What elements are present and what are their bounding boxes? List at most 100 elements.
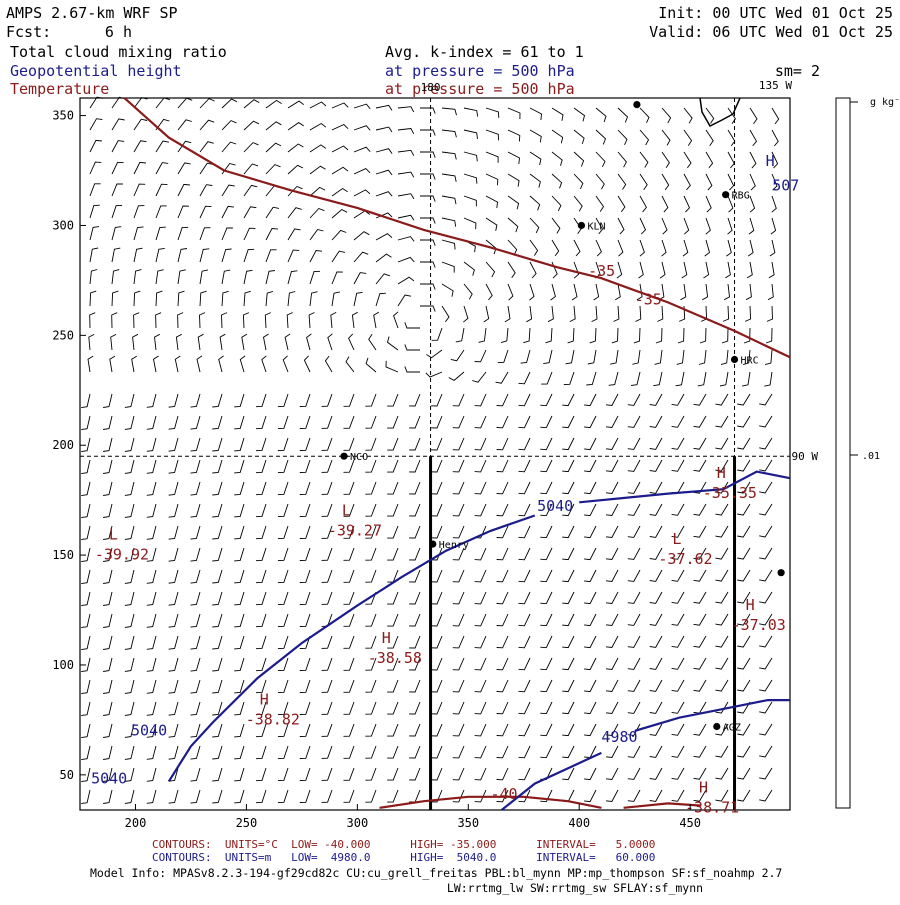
wind-barb bbox=[277, 657, 289, 672]
wind-barb bbox=[605, 569, 619, 582]
wind-barb bbox=[81, 415, 91, 431]
wind-barb bbox=[540, 437, 553, 451]
wind-barb bbox=[387, 635, 399, 649]
wind-barb bbox=[309, 144, 327, 153]
wind-barb bbox=[103, 503, 113, 518]
wind-barb bbox=[146, 635, 157, 650]
wind-barb bbox=[584, 525, 597, 539]
wind-barb bbox=[540, 701, 553, 715]
wind-barb bbox=[759, 503, 773, 516]
wind-barb bbox=[375, 191, 393, 197]
extremum-value: -39.27 bbox=[328, 522, 382, 540]
height-label: 507 bbox=[772, 176, 799, 194]
wind-barb bbox=[693, 481, 707, 494]
wind-barb bbox=[243, 290, 251, 307]
wind-barb bbox=[495, 371, 509, 384]
wind-barb bbox=[277, 723, 289, 738]
wind-barb bbox=[264, 312, 271, 329]
station-dot bbox=[722, 191, 730, 199]
wind-barb bbox=[649, 459, 663, 472]
wind-barb bbox=[649, 415, 663, 428]
wind-barb bbox=[243, 163, 259, 175]
wind-barb bbox=[759, 613, 773, 626]
wind-barb bbox=[529, 151, 542, 166]
wind-barb bbox=[474, 569, 487, 583]
wind-barb bbox=[627, 613, 641, 626]
wind-barb bbox=[168, 789, 179, 804]
wind-barb bbox=[277, 591, 289, 606]
wind-barb bbox=[199, 269, 209, 285]
wind-barb bbox=[430, 481, 443, 495]
wind-barb bbox=[199, 248, 210, 263]
extremum-marker: L bbox=[672, 530, 681, 548]
wind-barb bbox=[496, 701, 509, 715]
wind-barb bbox=[766, 305, 773, 322]
extremum-marker: H bbox=[382, 629, 391, 647]
wind-barb bbox=[715, 547, 729, 560]
wind-barb bbox=[387, 525, 399, 539]
temperature-contours bbox=[123, 97, 791, 809]
wind-barb bbox=[321, 569, 333, 583]
wind-barb bbox=[627, 569, 641, 582]
wind-barb bbox=[529, 261, 537, 279]
wind-barb bbox=[321, 525, 333, 539]
colorbar bbox=[835, 97, 851, 809]
wind-barb bbox=[693, 767, 707, 780]
wind-barb bbox=[452, 745, 465, 759]
wind-barb bbox=[737, 393, 751, 406]
wind-barb bbox=[212, 635, 223, 650]
wind-barb bbox=[409, 635, 421, 649]
wind-barb bbox=[199, 227, 211, 241]
wind-barb bbox=[507, 129, 521, 142]
wind-barb bbox=[474, 613, 487, 627]
wind-barb bbox=[255, 459, 267, 474]
wind-barb bbox=[749, 151, 757, 169]
temperature-contour bbox=[379, 795, 602, 809]
wind-barb bbox=[474, 657, 487, 671]
wind-barb bbox=[265, 270, 275, 285]
wind-barb bbox=[430, 569, 443, 583]
station-label: KLN bbox=[587, 221, 605, 232]
wind-barb bbox=[671, 767, 685, 780]
wind-barb bbox=[196, 355, 203, 373]
wind-barb bbox=[81, 393, 91, 409]
wind-barb bbox=[155, 140, 169, 153]
footer-model-info: Model Info: MPASv8.2.3-194-gf29cd82c CU:… bbox=[90, 866, 782, 880]
wind-barb bbox=[146, 547, 157, 562]
wind-barb bbox=[540, 525, 553, 539]
station-dot bbox=[730, 355, 739, 364]
wind-barb bbox=[584, 635, 597, 649]
wind-barb bbox=[649, 679, 663, 692]
wind-barb bbox=[769, 239, 776, 257]
wind-barb bbox=[375, 292, 386, 307]
wind-barbs bbox=[81, 96, 780, 805]
wind-barb bbox=[518, 767, 531, 781]
wind-barb bbox=[649, 635, 663, 648]
footer-height-contours: CONTOURS: UNITS=m LOW= 4980.0 HIGH= 5040… bbox=[152, 851, 655, 864]
wind-barb bbox=[133, 140, 147, 153]
wind-barb bbox=[562, 613, 575, 627]
wind-barb bbox=[321, 481, 333, 495]
wind-barb bbox=[705, 107, 715, 124]
wind-barb bbox=[737, 701, 751, 714]
wind-barb bbox=[212, 437, 223, 452]
wind-barb bbox=[124, 547, 135, 562]
wind-barb bbox=[617, 151, 627, 168]
wind-barb bbox=[649, 745, 663, 758]
wind-barb bbox=[103, 547, 113, 562]
footer-temperature-contours: CONTOURS: UNITS=°C LOW= -40.000 HIGH= -3… bbox=[152, 838, 655, 851]
wind-barb bbox=[452, 767, 465, 781]
wind-barb bbox=[177, 226, 189, 241]
station-markers: RBG KLN HRC NCO Henry AGZ bbox=[340, 100, 785, 733]
wind-barb bbox=[759, 415, 773, 428]
wind-barb bbox=[496, 745, 509, 759]
wind-barb bbox=[562, 635, 575, 649]
wind-barb bbox=[331, 250, 346, 263]
wind-barb bbox=[518, 789, 531, 803]
wind-barb bbox=[168, 767, 179, 782]
wind-barb bbox=[255, 767, 267, 782]
wind-barb bbox=[299, 481, 311, 495]
wind-barb bbox=[562, 701, 575, 715]
wind-barb bbox=[146, 591, 157, 606]
wind-barb bbox=[759, 789, 773, 802]
